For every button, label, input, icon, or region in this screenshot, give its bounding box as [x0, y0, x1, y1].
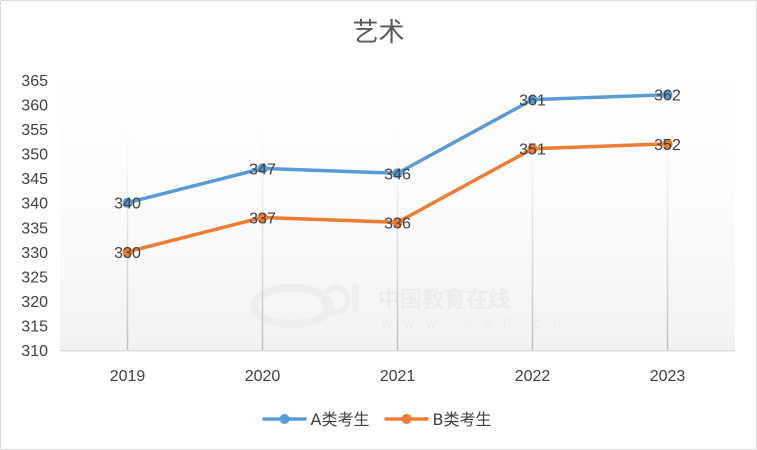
y-tick-label: 335 — [21, 220, 48, 237]
watermark: 中国教育在线 w w w . e o l . c n — [250, 284, 565, 331]
data-point-2-2023 — [662, 138, 673, 149]
y-tick-label: 320 — [21, 294, 48, 311]
grid-line-2023 — [666, 100, 669, 350]
x-tick-label: 2019 — [110, 368, 146, 385]
grid-line-2020 — [261, 100, 264, 350]
data-point-1-2023 — [662, 89, 673, 100]
data-label-1-2022: 361 — [519, 93, 546, 110]
data-label-2-2023: 352 — [654, 137, 681, 154]
x-axis: 2019 2020 2021 2022 2023 — [60, 350, 735, 385]
y-tick-label: 340 — [21, 196, 48, 213]
grid-line-2019 — [126, 100, 129, 350]
legend-item-2: B类考生 — [384, 410, 492, 429]
watermark-text: 中国教育在线 — [378, 287, 510, 313]
grid-line-2022 — [531, 100, 534, 350]
y-tick-label: 355 — [21, 122, 48, 139]
data-label-2-2022: 351 — [519, 142, 546, 159]
data-label-1-2021: 346 — [384, 166, 411, 183]
legend-label-1: A类考生 — [311, 410, 370, 429]
series-2 — [122, 138, 673, 257]
chart-title: 艺术 — [352, 18, 405, 48]
y-tick-label: 345 — [21, 171, 48, 188]
legend-item-1: A类考生 — [262, 410, 370, 429]
x-tick-label: 2020 — [245, 368, 281, 385]
data-point-1-2021 — [392, 168, 403, 179]
series-layer — [122, 89, 673, 257]
data-label-1-2019: 340 — [114, 196, 141, 213]
data-labels: 340 347 346 361 362 330 337 336 351 352 — [114, 88, 681, 262]
y-tick-label: 365 — [21, 73, 48, 90]
legend: A类考生 B类考生 — [262, 410, 492, 429]
data-label-2-2020: 337 — [249, 210, 276, 227]
data-point-2-2019 — [122, 246, 133, 257]
data-point-2-2022 — [527, 143, 538, 154]
data-point-1-2019 — [122, 197, 133, 208]
legend-marker-1 — [279, 414, 290, 424]
y-tick-label: 350 — [21, 147, 48, 164]
y-tick-label: 310 — [21, 343, 48, 360]
x-tick-label: 2022 — [515, 368, 551, 385]
y-tick-label: 325 — [21, 269, 48, 286]
data-label-2-2019: 330 — [114, 245, 141, 262]
legend-label-2: B类考生 — [433, 410, 492, 429]
data-point-1-2022 — [527, 94, 538, 105]
y-tick-label: 315 — [21, 318, 48, 335]
data-label-2-2021: 336 — [384, 215, 411, 232]
watermark-url: w w w . e o l . c n — [381, 315, 565, 331]
eol-logo — [250, 284, 359, 328]
data-label-1-2020: 347 — [249, 161, 276, 178]
series-1 — [122, 89, 673, 208]
x-tick-label: 2021 — [380, 368, 416, 385]
x-tick-label: 2023 — [650, 368, 686, 385]
legend-marker-2 — [401, 414, 412, 424]
y-axis: 310 315 320 325 330 335 340 345 350 355 360 365 — [21, 73, 48, 360]
y-tick-label: 360 — [21, 98, 48, 115]
y-tick-label: 330 — [21, 245, 48, 262]
data-point-1-2020 — [257, 163, 268, 174]
data-label-1-2023: 362 — [654, 88, 681, 105]
data-point-2-2020 — [257, 212, 268, 223]
data-point-2-2021 — [392, 217, 403, 228]
